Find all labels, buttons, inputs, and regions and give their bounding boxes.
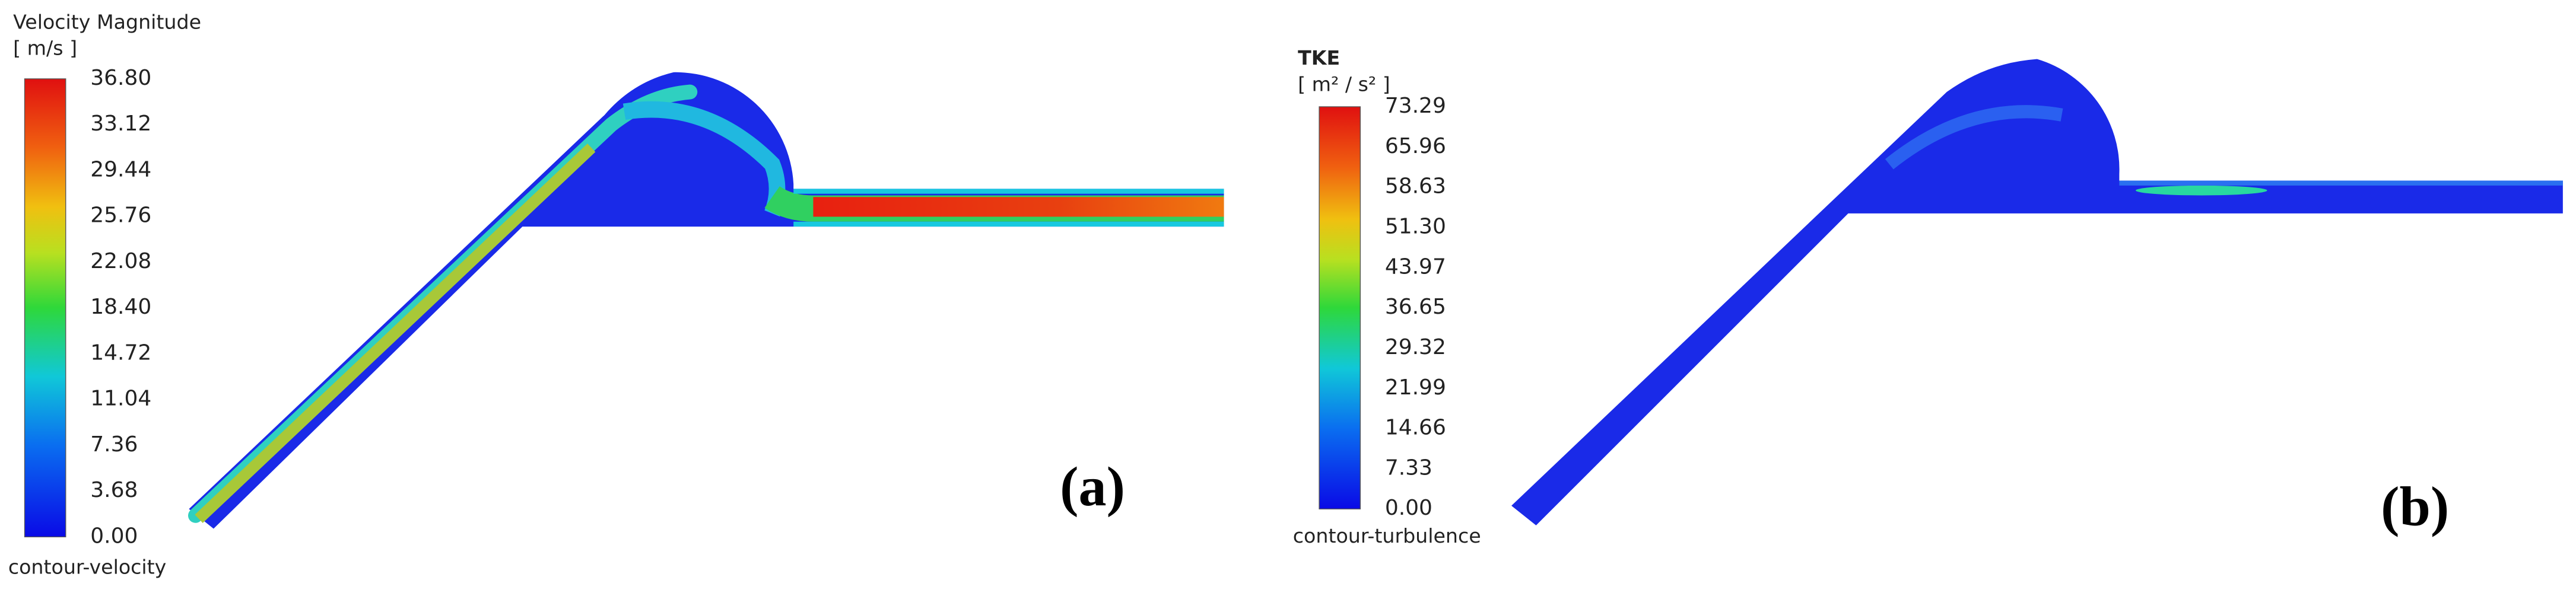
colorbar — [1319, 106, 1361, 509]
colorbar-tick-label: 14.72 — [90, 340, 151, 365]
colorbar-tick-label: 58.63 — [1385, 174, 1446, 199]
panel-label: (b) — [2381, 476, 2449, 537]
colorbar-title: Velocity Magnitude — [13, 10, 201, 33]
panels: Velocity Magnitude [ m/s ] 36.80 33.12 29.44… — [8, 10, 2449, 578]
colorbar-tick-label: 7.36 — [90, 432, 138, 457]
colorbar-footer: contour-velocity — [8, 555, 167, 578]
colorbar-tick-label: 21.99 — [1385, 375, 1446, 400]
colorbar-tick-label: 22.08 — [90, 249, 151, 273]
colorbar-unit: [ m/s ] — [13, 37, 77, 60]
colorbar-tick-label: 29.32 — [1385, 335, 1446, 359]
colorbar-tick-label: 18.40 — [90, 295, 151, 319]
velocity-contour — [188, 72, 1224, 529]
colorbar-tick-label: 0.00 — [90, 524, 138, 548]
colorbar-tick-label: 7.33 — [1385, 455, 1432, 480]
panel-label: (a) — [1060, 456, 1125, 518]
colorbar-tick-label: 65.96 — [1385, 134, 1446, 158]
colorbar-title: TKE — [1298, 46, 1340, 69]
colorbar-tick-label: 25.76 — [90, 203, 151, 228]
colorbar-tick-label: 33.12 — [90, 111, 151, 136]
colorbar-tick-label: 36.65 — [1385, 295, 1446, 319]
colorbar-tick-label: 14.66 — [1385, 416, 1446, 440]
colorbar-tick-label: 51.30 — [1385, 214, 1446, 238]
colorbar-tick-label: 43.97 — [1385, 254, 1446, 279]
colorbar-tick-label: 36.80 — [90, 66, 151, 90]
colorbar-tick-label: 3.68 — [90, 478, 138, 502]
colorbar-tick-label: 73.29 — [1385, 94, 1446, 118]
tke-contour — [1511, 59, 2563, 525]
colorbar-unit: [ m² / s² ] — [1298, 72, 1390, 95]
colorbar — [24, 78, 66, 538]
colorbar-tick-label: 11.04 — [90, 387, 151, 411]
colorbar-tick-label: 0.00 — [1385, 496, 1432, 520]
colorbar-tick-label: 29.44 — [90, 157, 151, 181]
colorbar-footer: contour-turbulence — [1293, 524, 1481, 547]
